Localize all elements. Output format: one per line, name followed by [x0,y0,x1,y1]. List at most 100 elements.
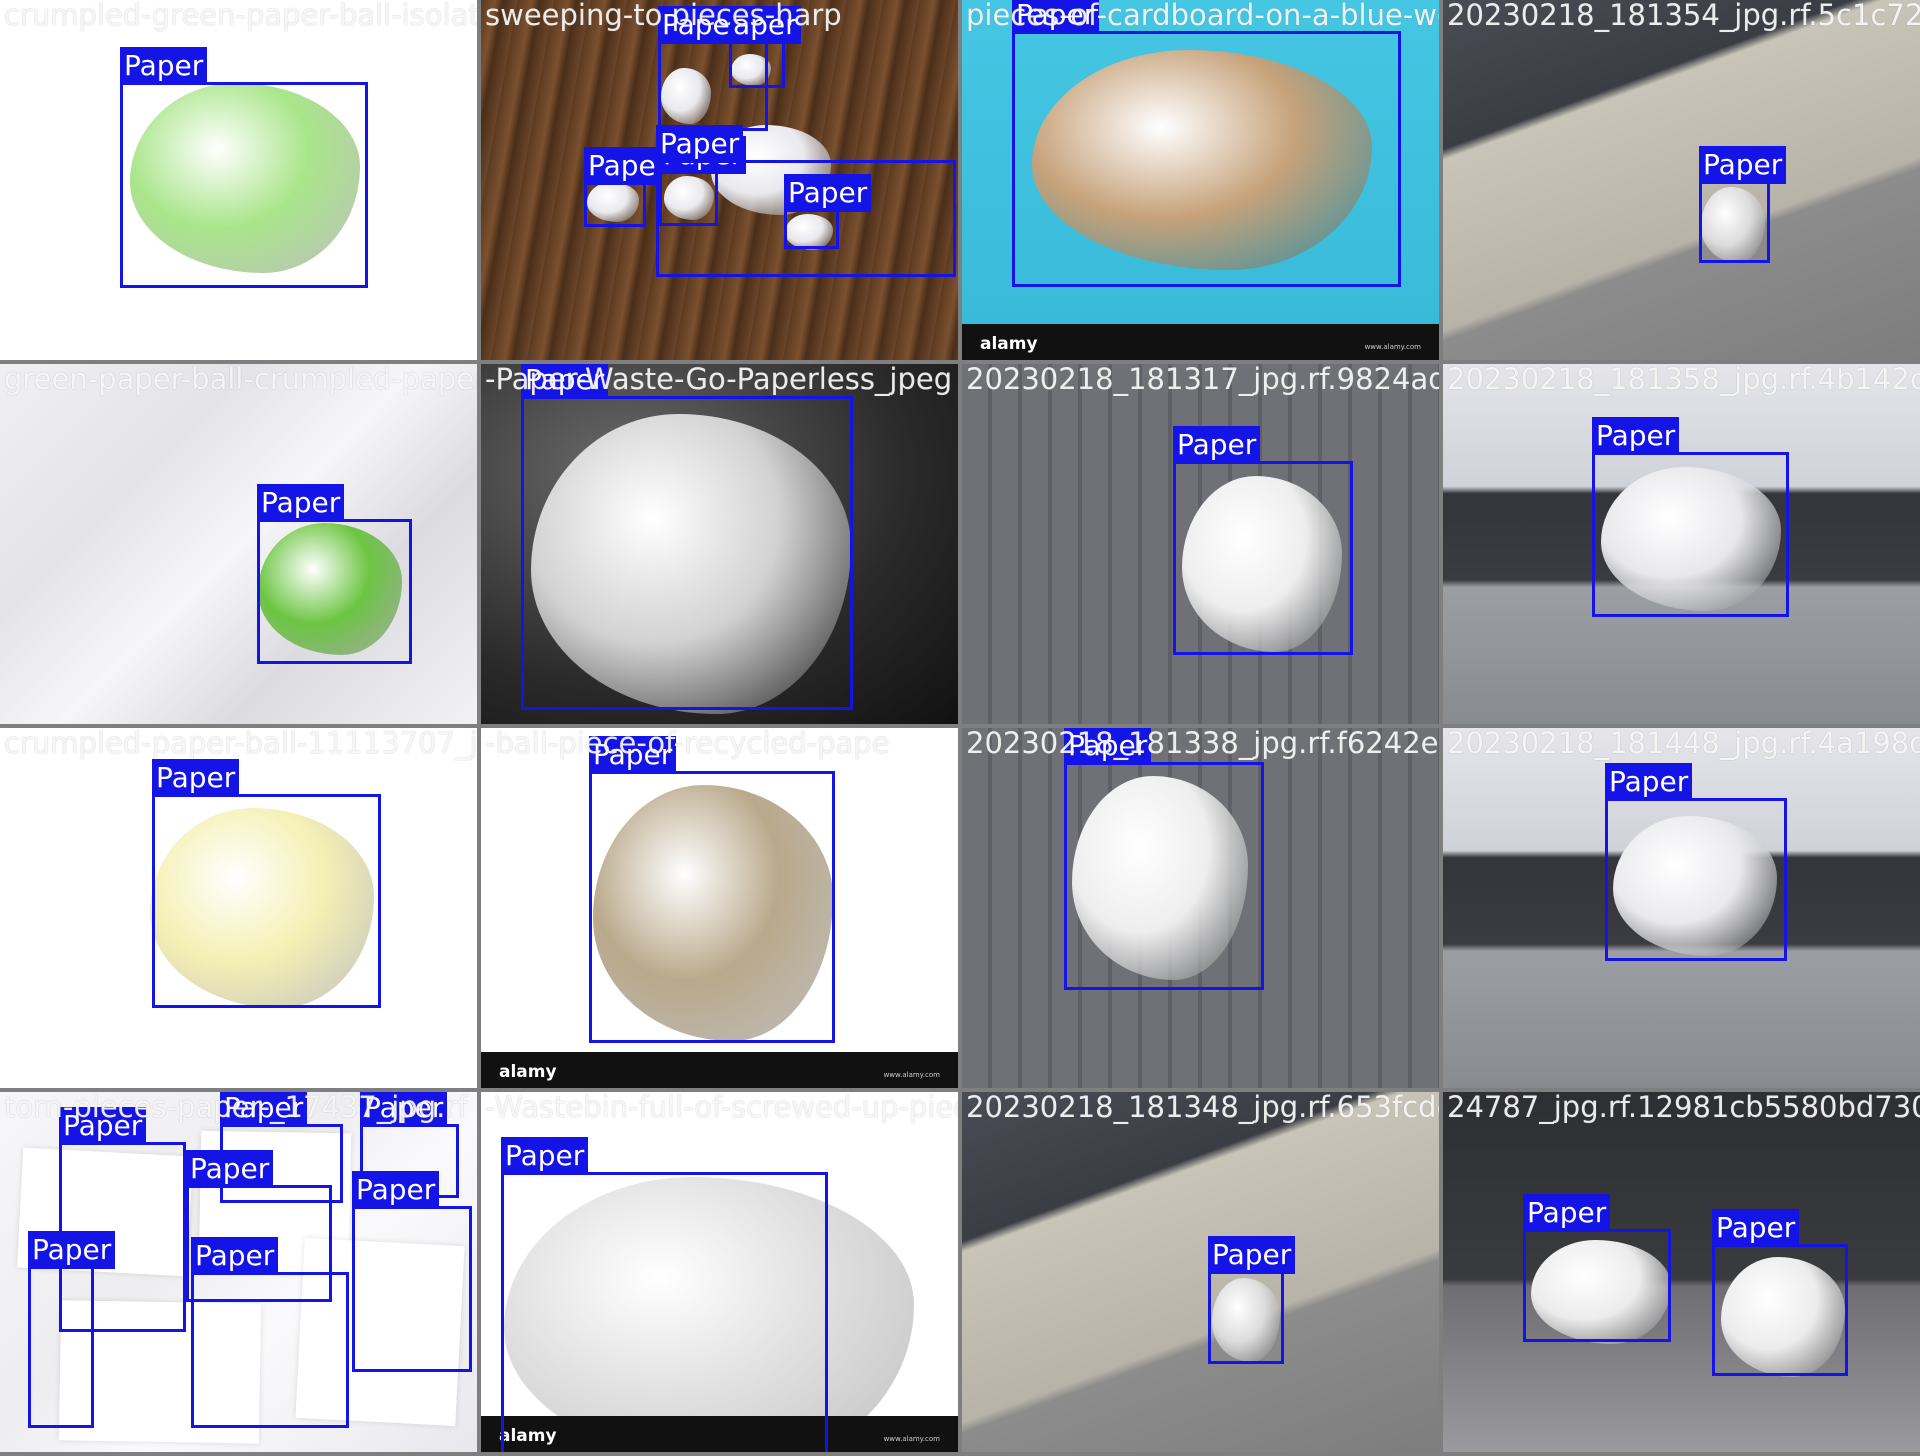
tile-filename: pieces-of-cardboard-on-a-blue-wood [966,0,1439,32]
bounding-box-label: Paper [220,1092,308,1127]
photo-background [1443,0,1920,360]
bounding-box-label: Paper [1592,417,1680,455]
bounding-box: Paper [257,484,412,664]
bounding-box: Paper [220,1092,343,1203]
image-tile: Paper crumpled-green-paper-ball-isolated-… [0,0,477,360]
bounding-box-label: Paper [186,1150,274,1188]
image-tile: Paper 20230218_181448_jpg.rf.4a198d [1443,728,1920,1088]
bounding-box-label: Paper [589,736,677,774]
tile-filename: 20230218_181348_jpg.rf.653fcde [966,1092,1439,1124]
image-tile: Paper green-paper-ball-crumpled-paper-Pap… [0,364,477,724]
paper-object [1182,476,1342,652]
watermark-bar: alamy www.alamy.com [962,324,1439,360]
paper-object [1032,50,1372,270]
bounding-box-label: Paper [1712,1209,1800,1247]
bounding-box: Pape [584,147,660,227]
paper-object [504,1177,914,1452]
bounding-box: Paper [191,1237,349,1428]
tile-filename: 20230218_181338_jpg.rf.f6242e5 [966,728,1439,760]
tile-filename: crumpled-paper-ball-11113707_jpg.rf.31 [4,728,477,760]
paper-object [593,785,833,1041]
bounding-box: Paper [1699,146,1787,263]
photo-background [1443,1092,1920,1452]
bounding-box: Paper [589,736,835,1043]
tile-filename: -Paper-Waste-Go-Paperless_jpeg [485,364,953,396]
tile-filename: crumpled-green-paper-ball-isolated-white [4,0,477,32]
paper-object [1601,467,1781,611]
bounding-box-label: Paper [1605,763,1693,801]
tile-filename: -Wastebin-full-of-screwed-up-pieces [485,1092,958,1124]
image-tile: Papercrumpled-paper-ball-11113707_jpg.rf… [0,728,477,1088]
bounding-box: Paper [1592,417,1789,617]
image-tile: Paper 20230218_181317_jpg.rf.9824ad [962,364,1439,724]
bounding-box: Paper [1605,763,1787,961]
watermark-site: www.alamy.com [883,1435,940,1443]
paper-object [150,808,374,1008]
bounding-box: Paper [28,1231,116,1428]
bounding-box-label: Paper [1064,728,1152,765]
watermark-bar: alamy www.alamy.com [481,1052,958,1088]
image-tile: Paper -Paper-Waste-Go-Paperless_jpeg [481,364,958,724]
paper-object [1072,776,1248,980]
watermark-site: www.alamy.com [1364,343,1421,351]
image-tile: Paper 20230218_181354_jpg.rf.5c1c72 [1443,0,1920,360]
bounding-box-label: Paper [656,125,744,163]
watermark-logo: alamy [499,1062,557,1082]
bounding-box-label: Paper [191,1237,279,1275]
tile-filename: 20230218_181448_jpg.rf.4a198d [1447,728,1920,760]
bounding-box-label: Paper [1012,0,1100,34]
bounding-box: Paper [352,1171,472,1372]
watermark-logo: alamy [980,334,1038,354]
bounding-box: Paper [59,1107,186,1332]
watermark-logo: alamy [499,1426,557,1446]
paper-object [130,83,360,273]
bounding-box-label: Paper [784,174,872,212]
bounding-box: Paper [120,47,368,288]
bounding-box-label: Paper [59,1107,147,1145]
paper-object [664,176,714,220]
tile-filename: sweeping-to pieces-harp [485,0,842,32]
paper-object [785,214,833,250]
tile-filename: 24787_jpg.rf.12981cb5580bd730 [1447,1092,1920,1124]
bounding-box: Paper [152,759,381,1008]
bounding-box: Paper [1173,426,1353,655]
image-tile: Paper 20230218_181358_jpg.rf.4b142c [1443,364,1920,724]
paper-object [258,523,402,655]
watermark-site: www.alamy.com [883,1071,940,1079]
image-tile: alamy www.alamy.com Paper -Wastebin-full-of… [481,1092,958,1452]
bounding-box-label: Paper [501,1137,589,1175]
paper-object [731,54,771,86]
bounding-box: Paper [1712,1209,1848,1376]
image-tile: Paper 20230218_181348_jpg.rf.653fcde [962,1092,1439,1452]
bounding-box: Paper [521,364,853,710]
image-tile: alamy www.alamy.com Paper -ball-piece-of-re… [481,728,958,1088]
bounding-box-label: aper [729,6,801,44]
tile-filename: 20230218_181317_jpg.rf.9824ad [966,364,1439,396]
tile-filename: green-paper-ball-crumpled-paper-Paper [4,364,477,396]
image-tile: Paper Paper 24787_jpg.rf.12981cb5580bd730 [1443,1092,1920,1452]
bounding-box: Paper [656,125,956,277]
image-tile: Paper Paper Paper Paper Paper Paper Paper torn-… [0,1092,477,1452]
bounding-box-label: Paper [1208,1236,1296,1274]
bounding-box-label: Paper [1523,1194,1611,1232]
bounding-box-label: Pape [584,147,660,185]
bounding-box-label: Paper [257,484,345,522]
photo-background [0,364,477,724]
bounding-box-label: Paper [1699,146,1787,184]
bounding-box: Paper [784,174,872,249]
bounding-box: Paper [1208,1236,1296,1364]
bounding-box-label: Paper [152,759,240,797]
bounding-box: Paper [1523,1194,1671,1342]
paper-object [1701,187,1765,263]
bounding-box-label: Paper [360,1092,448,1127]
bounding-box: aper [729,6,801,88]
paper-object [531,414,851,714]
image-tile: alamy www.alamy.com Paper pieces-of-cardboa… [962,0,1439,360]
bounding-box-label: Paper [28,1231,116,1269]
bounding-box-label: Paper [120,47,208,85]
bounding-box-label: Paper [352,1171,440,1209]
tile-filename: -ball-piece-of-recycled-pape [485,728,890,760]
bounding-box: Paper [1064,728,1264,990]
paper-object [1721,1257,1845,1377]
